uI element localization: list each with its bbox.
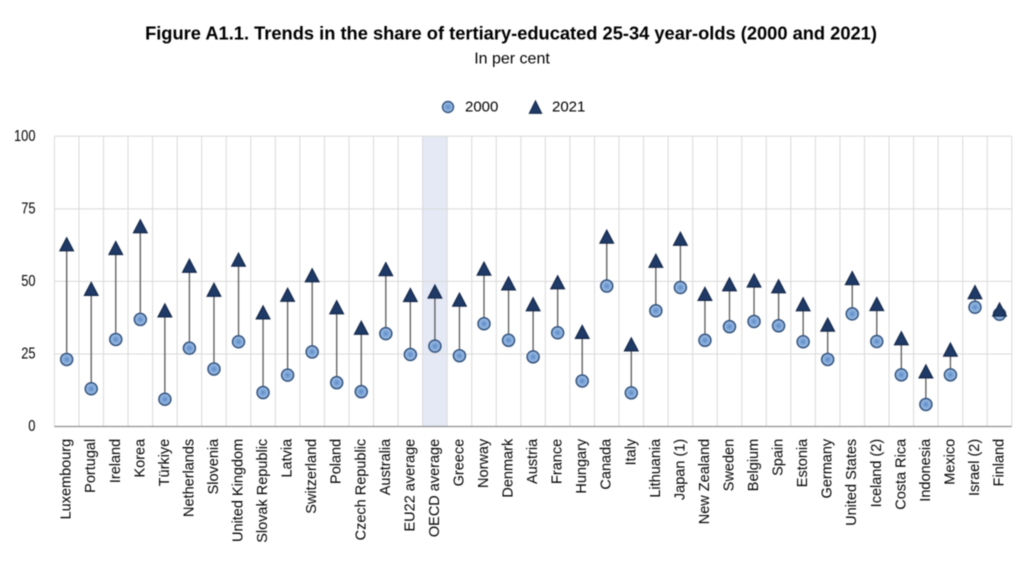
svg-text:Costa Rica: Costa Rica xyxy=(893,438,909,510)
svg-text:Germany: Germany xyxy=(820,438,836,498)
svg-text:Australia: Australia xyxy=(378,438,394,495)
svg-text:United States: United States xyxy=(844,439,860,526)
svg-text:Canada: Canada xyxy=(599,438,615,490)
svg-text:Ireland: Ireland xyxy=(108,439,124,483)
svg-text:Israel (2): Israel (2) xyxy=(967,439,983,496)
svg-text:In per cent: In per cent xyxy=(474,51,550,68)
svg-text:Estonia: Estonia xyxy=(795,438,811,487)
svg-text:Sweden: Sweden xyxy=(721,439,737,491)
svg-text:25: 25 xyxy=(21,345,35,362)
svg-text:Poland: Poland xyxy=(329,439,345,484)
svg-text:Switzerland: Switzerland xyxy=(304,439,320,514)
svg-text:Denmark: Denmark xyxy=(501,438,517,498)
svg-text:100: 100 xyxy=(14,128,36,145)
svg-text:Mexico: Mexico xyxy=(942,439,958,485)
svg-text:Slovenia: Slovenia xyxy=(206,438,222,495)
svg-text:Belgium: Belgium xyxy=(746,439,762,491)
svg-text:2000: 2000 xyxy=(465,99,498,116)
svg-text:OECD average: OECD average xyxy=(427,439,443,537)
svg-text:Latvia: Latvia xyxy=(280,438,296,478)
svg-text:Türkiye: Türkiye xyxy=(157,439,173,487)
svg-text:Greece: Greece xyxy=(451,439,467,487)
svg-text:EU22 average: EU22 average xyxy=(402,439,418,532)
svg-text:Slovak Republic: Slovak Republic xyxy=(255,439,271,543)
svg-text:Indonesia: Indonesia xyxy=(918,438,934,502)
svg-text:Japan (1): Japan (1) xyxy=(672,439,688,500)
svg-text:Luxembourg: Luxembourg xyxy=(59,439,75,520)
svg-text:Iceland (2): Iceland (2) xyxy=(869,439,885,508)
svg-text:Spain: Spain xyxy=(771,439,787,476)
svg-text:Czech Republic: Czech Republic xyxy=(353,439,369,541)
svg-text:50: 50 xyxy=(21,273,36,290)
svg-text:Italy: Italy xyxy=(623,438,639,465)
svg-text:Lithuania: Lithuania xyxy=(648,438,664,498)
svg-text:2021: 2021 xyxy=(552,99,585,116)
svg-text:0: 0 xyxy=(28,418,36,435)
svg-text:Finland: Finland xyxy=(992,439,1008,487)
svg-text:75: 75 xyxy=(21,200,35,217)
svg-text:United Kingdom: United Kingdom xyxy=(231,439,247,542)
svg-text:Portugal: Portugal xyxy=(83,439,99,493)
svg-text:Austria: Austria xyxy=(525,438,541,484)
svg-text:Hungary: Hungary xyxy=(574,438,590,494)
svg-text:New Zealand: New Zealand xyxy=(697,439,713,524)
svg-text:Korea: Korea xyxy=(132,438,148,478)
svg-text:Figure A1.1. Trends in the sha: Figure A1.1. Trends in the share of tert… xyxy=(145,23,877,44)
svg-text:Norway: Norway xyxy=(476,438,492,488)
svg-text:Netherlands: Netherlands xyxy=(181,439,197,517)
svg-text:France: France xyxy=(550,439,566,484)
